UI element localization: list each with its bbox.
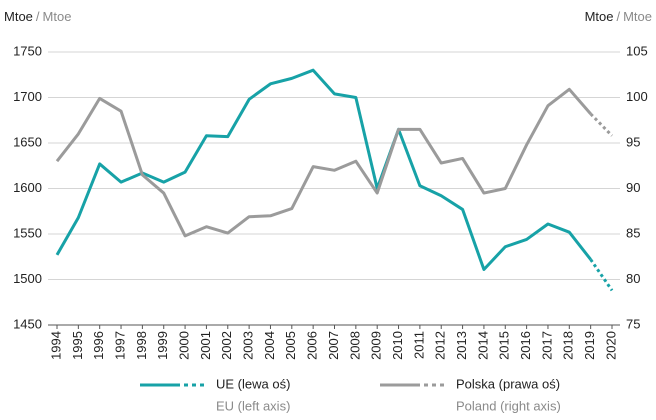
x-tick-label: 2015 — [497, 331, 512, 360]
x-tick-label: 2007 — [326, 331, 341, 360]
y-label-pl: Mtoe — [4, 9, 33, 24]
x-tick-label: 2018 — [561, 331, 576, 360]
y-tick-label: 1550 — [13, 225, 42, 240]
legend-label-en: Poland (right axis) — [456, 398, 561, 413]
series-line — [55, 68, 592, 271]
x-tick-label: 2013 — [454, 331, 469, 360]
x-tick-label: 2000 — [177, 331, 192, 360]
y2-tick-label: 85 — [626, 225, 640, 240]
x-tick-label: 2008 — [347, 331, 362, 360]
x-tick-label: 2005 — [283, 331, 298, 360]
y2-tick-label: 100 — [626, 89, 648, 104]
y2-label-pl: Mtoe — [585, 9, 614, 24]
x-tick-label: 2001 — [198, 331, 213, 360]
y-tick-label: 1650 — [13, 134, 42, 149]
series-line — [55, 87, 592, 238]
x-tick-label: 2004 — [262, 331, 277, 360]
legend-label-en: EU (left axis) — [216, 398, 290, 413]
x-tick-label: 2003 — [241, 331, 256, 360]
y-tick-label: 1500 — [13, 271, 42, 286]
y-axis-label: Mtoe / Mtoe — [4, 9, 71, 24]
x-tick-label: 1998 — [134, 331, 149, 360]
x-tick-label: 1996 — [91, 331, 106, 360]
legend-label: Polska (prawa oś) — [456, 376, 560, 391]
separator: / — [36, 9, 40, 24]
x-tick-label: 2009 — [369, 331, 384, 360]
y2-tick-label: 95 — [626, 134, 640, 149]
series-forecast — [589, 258, 614, 292]
legend-label: UE (lewa oś) — [216, 376, 290, 391]
x-tick-label: 2020 — [603, 331, 618, 360]
x-tick-label: 2011 — [411, 331, 426, 359]
x-tick-label: 1997 — [112, 331, 127, 360]
x-tick-label: 1999 — [155, 331, 170, 360]
x-tick-label: 2012 — [433, 331, 448, 360]
y2-tick-label: 80 — [626, 271, 640, 286]
x-tick-label: 2014 — [475, 331, 490, 360]
x-tick-label: 2017 — [539, 331, 554, 360]
y-label-en: Mtoe — [43, 9, 72, 24]
x-tick-label: 2019 — [582, 331, 597, 360]
y2-label-en: Mtoe — [623, 9, 652, 24]
y-tick-label: 1750 — [13, 43, 42, 58]
y-tick-label: 1450 — [13, 316, 42, 331]
x-tick-label: 1994 — [48, 331, 63, 360]
y2-tick-label: 105 — [626, 43, 648, 58]
y-tick-label: 1600 — [13, 180, 42, 195]
x-tick-label: 2010 — [390, 331, 405, 360]
series-forecast — [589, 112, 614, 137]
separator: / — [616, 9, 620, 24]
x-tick-label: 2016 — [518, 331, 533, 360]
y2-tick-label: 75 — [626, 316, 640, 331]
y2-tick-label: 90 — [626, 180, 640, 195]
y-tick-label: 1700 — [13, 89, 42, 104]
x-tick-label: 2002 — [219, 331, 234, 360]
x-tick-label: 2006 — [305, 331, 320, 360]
y2-axis-label: Mtoe / Mtoe — [585, 9, 652, 24]
x-tick-label: 1995 — [70, 331, 85, 360]
